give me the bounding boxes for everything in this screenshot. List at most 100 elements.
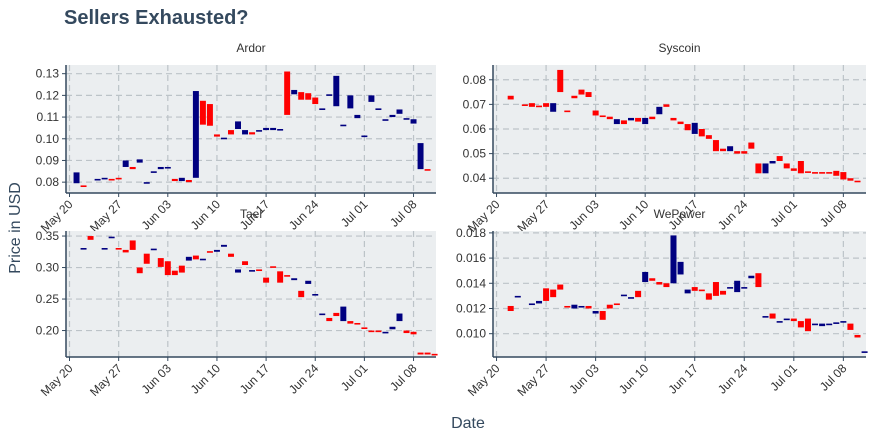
panel-strip-title: Syscoin bbox=[658, 41, 700, 55]
candle bbox=[535, 105, 543, 108]
candle bbox=[804, 318, 811, 332]
candle bbox=[424, 352, 431, 355]
x-tick-label: Jul 01 bbox=[338, 197, 371, 230]
candle bbox=[620, 294, 627, 297]
candle bbox=[122, 160, 129, 167]
candle bbox=[833, 322, 840, 324]
candle bbox=[543, 288, 550, 301]
x-tick-label: Jun 10 bbox=[188, 197, 224, 233]
candle bbox=[748, 142, 755, 149]
candle bbox=[748, 275, 755, 279]
candle bbox=[812, 323, 819, 326]
y-tick-label: 0.07 bbox=[463, 97, 487, 111]
candle bbox=[755, 163, 762, 174]
y-tick-label: 0.08 bbox=[36, 175, 60, 189]
candle bbox=[606, 116, 613, 120]
candle bbox=[592, 110, 599, 116]
candle bbox=[847, 323, 854, 330]
candle bbox=[326, 317, 333, 322]
candle bbox=[284, 275, 291, 277]
y-tick-label: 0.12 bbox=[36, 88, 60, 102]
x-tick-label: May 27 bbox=[87, 197, 125, 235]
candle bbox=[305, 280, 312, 284]
y-tick-label: 0.25 bbox=[36, 292, 60, 306]
candle bbox=[263, 127, 270, 131]
candle bbox=[642, 271, 649, 283]
candle bbox=[277, 271, 284, 283]
candle bbox=[396, 313, 403, 322]
y-tick-label: 0.09 bbox=[36, 153, 60, 167]
candle bbox=[312, 294, 319, 296]
candle bbox=[599, 311, 606, 320]
panels: Ardor 0.08 0.09 0.10 0.11 0.12 0.13 May 20 May 2… bbox=[36, 41, 868, 399]
candle bbox=[705, 293, 712, 300]
candle bbox=[635, 117, 642, 122]
candle bbox=[776, 321, 783, 323]
candle bbox=[178, 177, 185, 182]
candle bbox=[94, 178, 101, 181]
candle bbox=[557, 284, 564, 290]
candle bbox=[164, 166, 171, 169]
candle bbox=[199, 100, 206, 125]
candle bbox=[333, 75, 340, 107]
candle bbox=[277, 129, 284, 131]
candle bbox=[550, 103, 557, 112]
candle bbox=[150, 171, 157, 173]
candle bbox=[249, 132, 256, 135]
candle bbox=[354, 114, 361, 119]
candle bbox=[256, 269, 263, 272]
x-tick-label: Jun 03 bbox=[566, 197, 602, 233]
x-tick-label: May 27 bbox=[514, 361, 552, 399]
candle bbox=[755, 273, 762, 288]
candle bbox=[417, 352, 424, 355]
x-tick-label: Jul 01 bbox=[338, 361, 371, 394]
candle bbox=[382, 331, 389, 334]
candle bbox=[797, 161, 804, 174]
candle bbox=[762, 163, 769, 174]
y-tick-label: 0.10 bbox=[36, 132, 60, 146]
candle bbox=[164, 261, 171, 276]
candle bbox=[178, 265, 185, 273]
candle bbox=[333, 312, 340, 317]
x-tick-label: May 20 bbox=[38, 361, 76, 399]
candle bbox=[403, 118, 410, 120]
candle bbox=[235, 121, 241, 129]
candle bbox=[592, 311, 599, 314]
candle bbox=[115, 248, 122, 250]
candle bbox=[642, 117, 649, 125]
x-tick-label: Jun 03 bbox=[139, 197, 175, 233]
candle bbox=[854, 334, 861, 338]
y-tick-label: 0.018 bbox=[456, 226, 486, 240]
candle bbox=[507, 305, 514, 312]
x-tick-label: Jun 03 bbox=[139, 361, 175, 397]
y-tick-label: 0.08 bbox=[463, 73, 487, 87]
candle bbox=[783, 318, 790, 321]
candle bbox=[143, 253, 150, 264]
candle bbox=[840, 321, 847, 323]
candle bbox=[684, 289, 691, 294]
candle bbox=[543, 103, 550, 107]
candle bbox=[185, 179, 192, 183]
candle bbox=[206, 251, 213, 253]
y-tick-label: 0.11 bbox=[37, 110, 60, 124]
candle bbox=[108, 178, 115, 181]
x-tick-label: Jun 24 bbox=[715, 361, 751, 397]
candle bbox=[712, 282, 719, 296]
candle bbox=[854, 180, 861, 183]
candle bbox=[298, 92, 305, 100]
candle bbox=[804, 171, 811, 173]
panel-strip-title: WePower bbox=[654, 207, 706, 221]
candle bbox=[375, 330, 382, 333]
x-tick-label: May 20 bbox=[465, 361, 503, 399]
candle bbox=[585, 305, 592, 309]
candle bbox=[550, 289, 557, 298]
candle bbox=[564, 305, 571, 308]
candle bbox=[578, 89, 585, 95]
candle bbox=[129, 166, 136, 170]
candle bbox=[228, 253, 234, 257]
candle bbox=[819, 323, 826, 327]
candle bbox=[769, 313, 776, 319]
candle bbox=[691, 122, 698, 134]
candle bbox=[521, 104, 528, 106]
